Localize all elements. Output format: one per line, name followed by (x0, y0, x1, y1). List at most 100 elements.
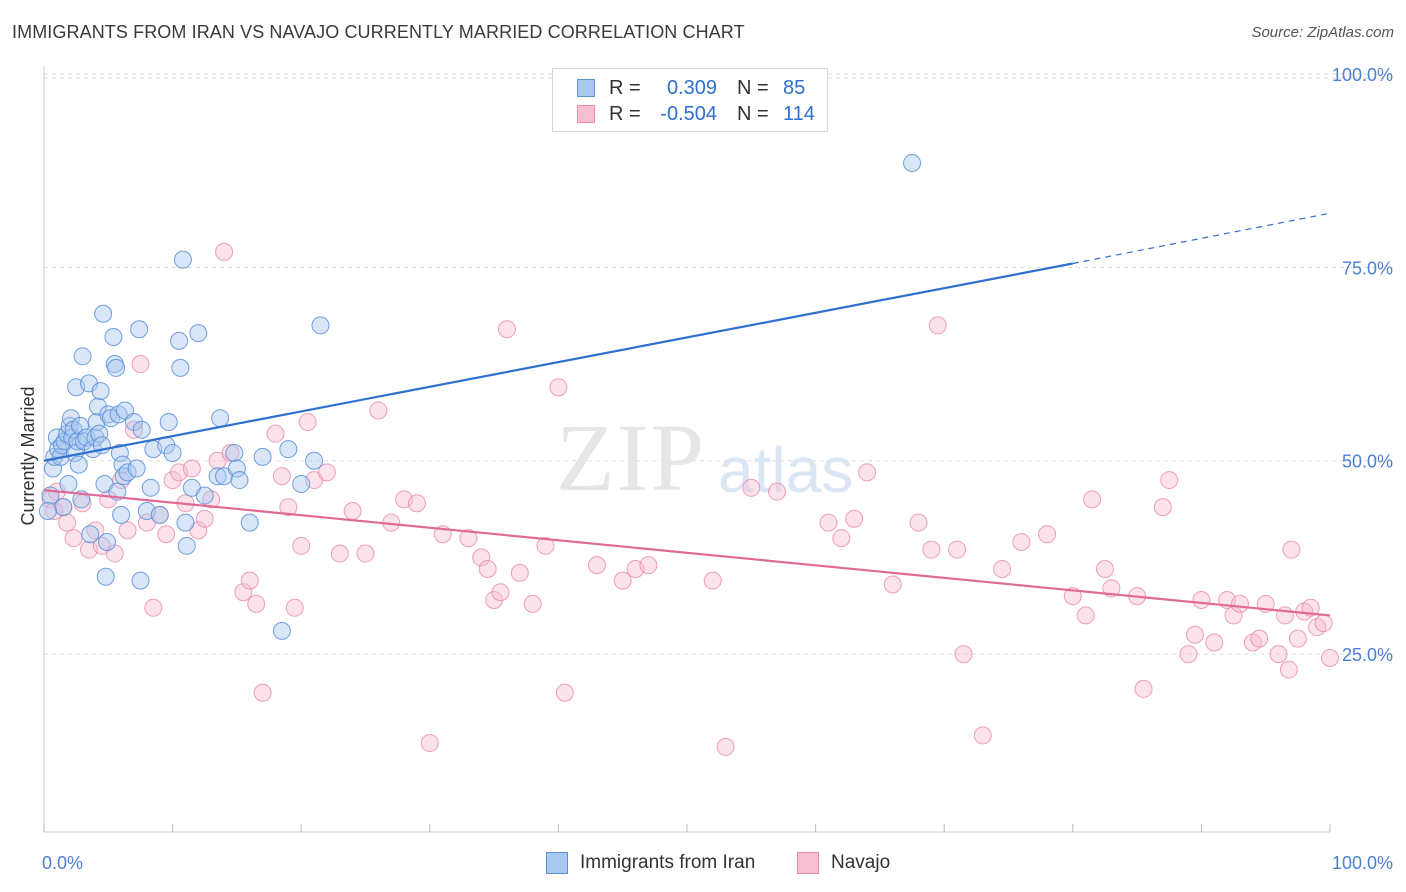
data-point-navajo (954, 645, 973, 664)
data-point-navajo (343, 502, 362, 521)
data-point-navajo (536, 536, 555, 555)
data-point-navajo (157, 525, 176, 544)
data-point-iran (59, 474, 78, 493)
data-point-navajo (1269, 645, 1288, 664)
chart-source: Source: ZipAtlas.com (1251, 24, 1394, 41)
data-point-navajo (1192, 590, 1211, 609)
data-point-navajo (948, 540, 967, 559)
data-point-navajo (356, 544, 375, 563)
data-point-iran (173, 250, 192, 269)
data-point-iran (73, 347, 92, 366)
y-tick-label: 75.0% (1342, 258, 1393, 278)
data-point-navajo (973, 726, 992, 745)
x-tick-label: 100.0% (1332, 853, 1393, 873)
trend-line-iran-extension (1072, 212, 1331, 265)
r-label: R = (609, 102, 641, 125)
data-point-navajo (1160, 471, 1179, 490)
data-point-iran (903, 153, 922, 172)
data-point-navajo (420, 734, 439, 753)
data-point-iran (127, 459, 146, 478)
data-point-iran (107, 358, 126, 377)
data-point-navajo (1076, 606, 1095, 625)
data-point-navajo (1314, 614, 1333, 633)
legend-item-iran[interactable]: Immigrants from Iran (546, 852, 755, 874)
legend-row-iran: R = 0.309 N = 85 (577, 75, 805, 101)
data-point-iran (89, 397, 108, 416)
r-label: R = (609, 76, 641, 99)
data-point-iran (90, 424, 109, 443)
watermark: ZIP atlas (556, 404, 853, 511)
data-point-iran (131, 571, 150, 590)
correlation-legend: R = 0.309 N = 85 R = -0.504 N = 114 (552, 68, 828, 132)
data-point-navajo (292, 536, 311, 555)
n-label: N = (737, 102, 769, 125)
y-tick-label: 25.0% (1342, 645, 1393, 665)
legend-item-navajo[interactable]: Navajo (797, 852, 890, 874)
trend-lines (43, 212, 1331, 617)
data-point-iran (305, 451, 324, 470)
data-point-navajo (131, 355, 150, 374)
data-point-navajo (215, 242, 234, 261)
chart-title: IMMIGRANTS FROM IRAN VS NAVAJO CURRENTLY… (12, 22, 745, 42)
axes (43, 66, 1331, 833)
data-point-iran (311, 316, 330, 335)
data-point-iran (292, 474, 311, 493)
data-point-navajo (1102, 579, 1121, 598)
data-point-iran (211, 409, 230, 428)
data-point-navajo (1185, 625, 1204, 644)
data-point-iran (98, 532, 117, 551)
data-point-navajo (472, 548, 491, 567)
data-point-navajo (272, 467, 291, 486)
data-point-navajo (1153, 498, 1172, 517)
data-point-navajo (234, 583, 253, 602)
data-point-navajo (253, 683, 272, 702)
data-point-iran (71, 416, 90, 435)
x-tick-label: 0.0% (42, 853, 83, 873)
data-point-navajo (510, 563, 529, 582)
data-point-iran (230, 471, 249, 490)
data-point-navajo (317, 463, 336, 482)
data-point-iran (118, 463, 137, 482)
data-point-navajo (163, 471, 182, 490)
data-point-iran (69, 455, 88, 474)
data-point-iran (130, 320, 149, 339)
legend-row-navajo: R = -0.504 N = 114 (577, 101, 815, 127)
data-point-navajo (182, 459, 201, 478)
r-value: -0.504 (660, 102, 717, 125)
legend-label-navajo: Navajo (831, 852, 891, 873)
data-point-iran (163, 444, 182, 462)
data-point-navajo (298, 413, 317, 432)
data-point-navajo (928, 316, 947, 335)
data-point-iran (110, 444, 129, 462)
data-point-iran (176, 513, 195, 532)
data-point-navajo (125, 420, 144, 439)
data-point-navajo (1134, 679, 1153, 698)
data-point-iran (54, 498, 73, 517)
data-point-iran (177, 536, 196, 555)
data-point-navajo (221, 444, 240, 462)
data-point-navajo (613, 571, 632, 590)
data-point-iran (159, 413, 178, 432)
data-point-iran (91, 382, 110, 401)
data-point-navajo (45, 502, 64, 521)
data-point-iran (208, 467, 227, 486)
data-point-navajo (330, 544, 349, 563)
legend-label-iran: Immigrants from Iran (580, 852, 756, 873)
gridlines (44, 73, 1392, 655)
data-point-navajo (1321, 648, 1339, 667)
data-point-navajo (555, 683, 574, 702)
data-point-navajo (768, 482, 787, 501)
data-point-navajo (1179, 645, 1198, 664)
data-point-iran (96, 567, 115, 586)
data-point-navajo (247, 594, 266, 613)
data-point-iran (225, 444, 244, 462)
data-point-navajo (279, 498, 298, 517)
data-point-navajo (1012, 532, 1031, 551)
data-point-navajo (1250, 629, 1269, 648)
trend-line-navajo (43, 489, 1331, 617)
data-point-iran (171, 358, 190, 377)
data-point-navajo (285, 598, 304, 617)
watermark-atlas: atlas (718, 434, 853, 506)
data-point-navajo (1279, 660, 1298, 679)
data-point-iran (253, 447, 272, 466)
